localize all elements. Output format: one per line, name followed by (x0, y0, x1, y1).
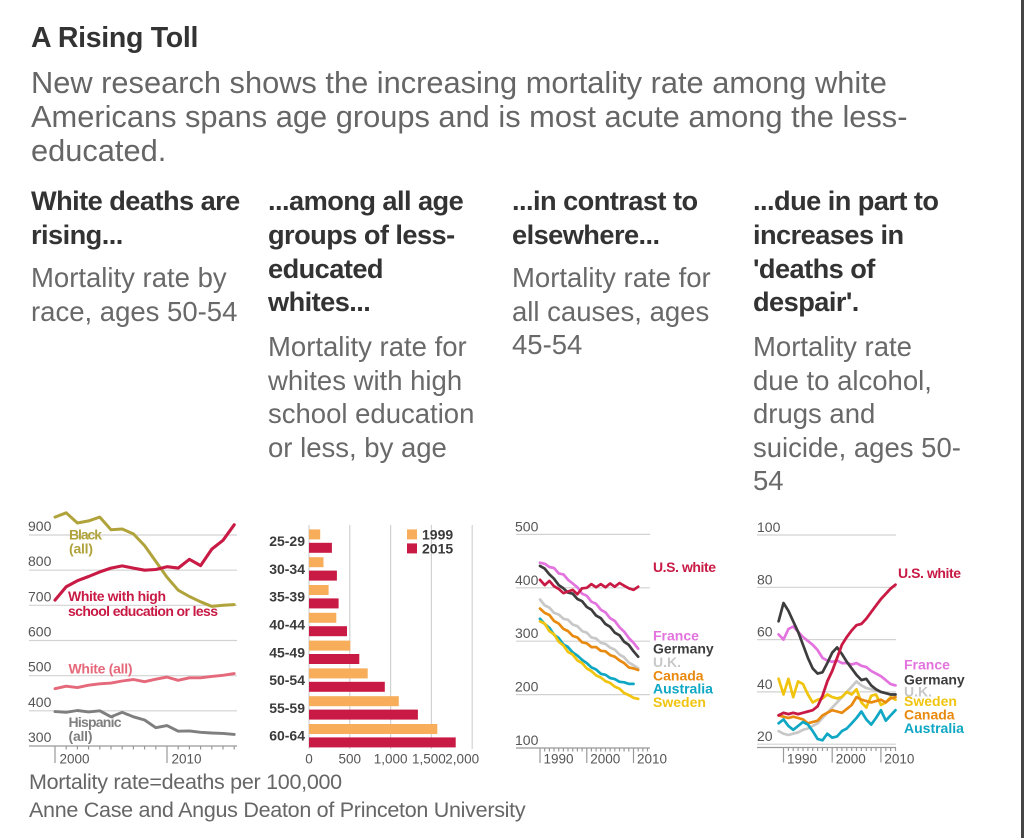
svg-text:45-49: 45-49 (269, 644, 305, 660)
svg-text:50-54: 50-54 (269, 672, 305, 688)
svg-text:500: 500 (339, 752, 362, 767)
svg-text:1,500: 1,500 (412, 752, 446, 767)
svg-text:1999: 1999 (422, 526, 453, 542)
svg-text:Germany: Germany (653, 641, 714, 657)
svg-text:U.K.: U.K. (653, 654, 681, 670)
svg-text:500: 500 (515, 518, 539, 534)
svg-text:Sweden: Sweden (904, 693, 957, 709)
svg-text:Australia: Australia (653, 681, 713, 697)
svg-text:(all): (all) (69, 728, 93, 744)
svg-text:300: 300 (515, 625, 539, 641)
svg-text:900: 900 (28, 518, 52, 534)
svg-text:800: 800 (28, 553, 52, 569)
svg-text:55-59: 55-59 (269, 700, 305, 716)
svg-text:30-34: 30-34 (269, 561, 305, 577)
svg-text:400: 400 (28, 694, 52, 710)
svg-text:1990: 1990 (787, 752, 817, 767)
svg-text:France: France (904, 657, 950, 673)
svg-text:France: France (653, 627, 699, 643)
svg-text:60-64: 60-64 (269, 728, 305, 744)
svg-text:2000: 2000 (60, 752, 90, 767)
svg-text:Sweden: Sweden (653, 694, 706, 710)
svg-text:35-39: 35-39 (269, 589, 305, 605)
svg-text:40: 40 (757, 676, 773, 692)
svg-text:300: 300 (28, 729, 52, 745)
svg-text:2,000: 2,000 (445, 752, 479, 767)
svg-text:400: 400 (515, 572, 539, 588)
svg-text:700: 700 (28, 588, 52, 604)
svg-text:Black: Black (69, 527, 102, 543)
svg-text:20: 20 (757, 728, 773, 744)
svg-text:U.S. white: U.S. white (898, 565, 961, 581)
svg-text:25-29: 25-29 (269, 533, 305, 549)
svg-text:1,000: 1,000 (374, 752, 408, 767)
svg-text:40-44: 40-44 (269, 617, 305, 633)
svg-text:U.K.: U.K. (904, 684, 932, 700)
svg-text:Canada: Canada (904, 707, 955, 723)
svg-text:(all): (all) (69, 541, 93, 557)
svg-text:school education or less: school education or less (68, 603, 218, 619)
svg-text:2010: 2010 (172, 752, 202, 767)
svg-text:White with high: White with high (68, 588, 166, 604)
svg-text:100: 100 (757, 519, 781, 535)
svg-text:80: 80 (757, 571, 773, 587)
svg-text:2000: 2000 (836, 752, 866, 767)
svg-text:Germany: Germany (904, 672, 965, 688)
svg-text:U.S. white: U.S. white (653, 559, 716, 575)
svg-text:Australia: Australia (904, 720, 964, 736)
svg-text:0: 0 (305, 752, 313, 767)
svg-text:200: 200 (515, 679, 539, 695)
svg-text:600: 600 (28, 624, 52, 640)
svg-text:2015: 2015 (422, 540, 453, 556)
svg-text:Hispanic: Hispanic (69, 714, 122, 730)
svg-text:100: 100 (515, 732, 539, 748)
svg-text:White (all): White (all) (69, 661, 133, 677)
svg-text:1990: 1990 (544, 752, 574, 767)
svg-text:2000: 2000 (590, 752, 620, 767)
svg-text:2010: 2010 (637, 752, 667, 767)
svg-text:2010: 2010 (884, 752, 914, 767)
svg-text:60: 60 (757, 624, 773, 640)
svg-text:500: 500 (28, 659, 52, 675)
svg-text:Canada: Canada (653, 667, 704, 683)
